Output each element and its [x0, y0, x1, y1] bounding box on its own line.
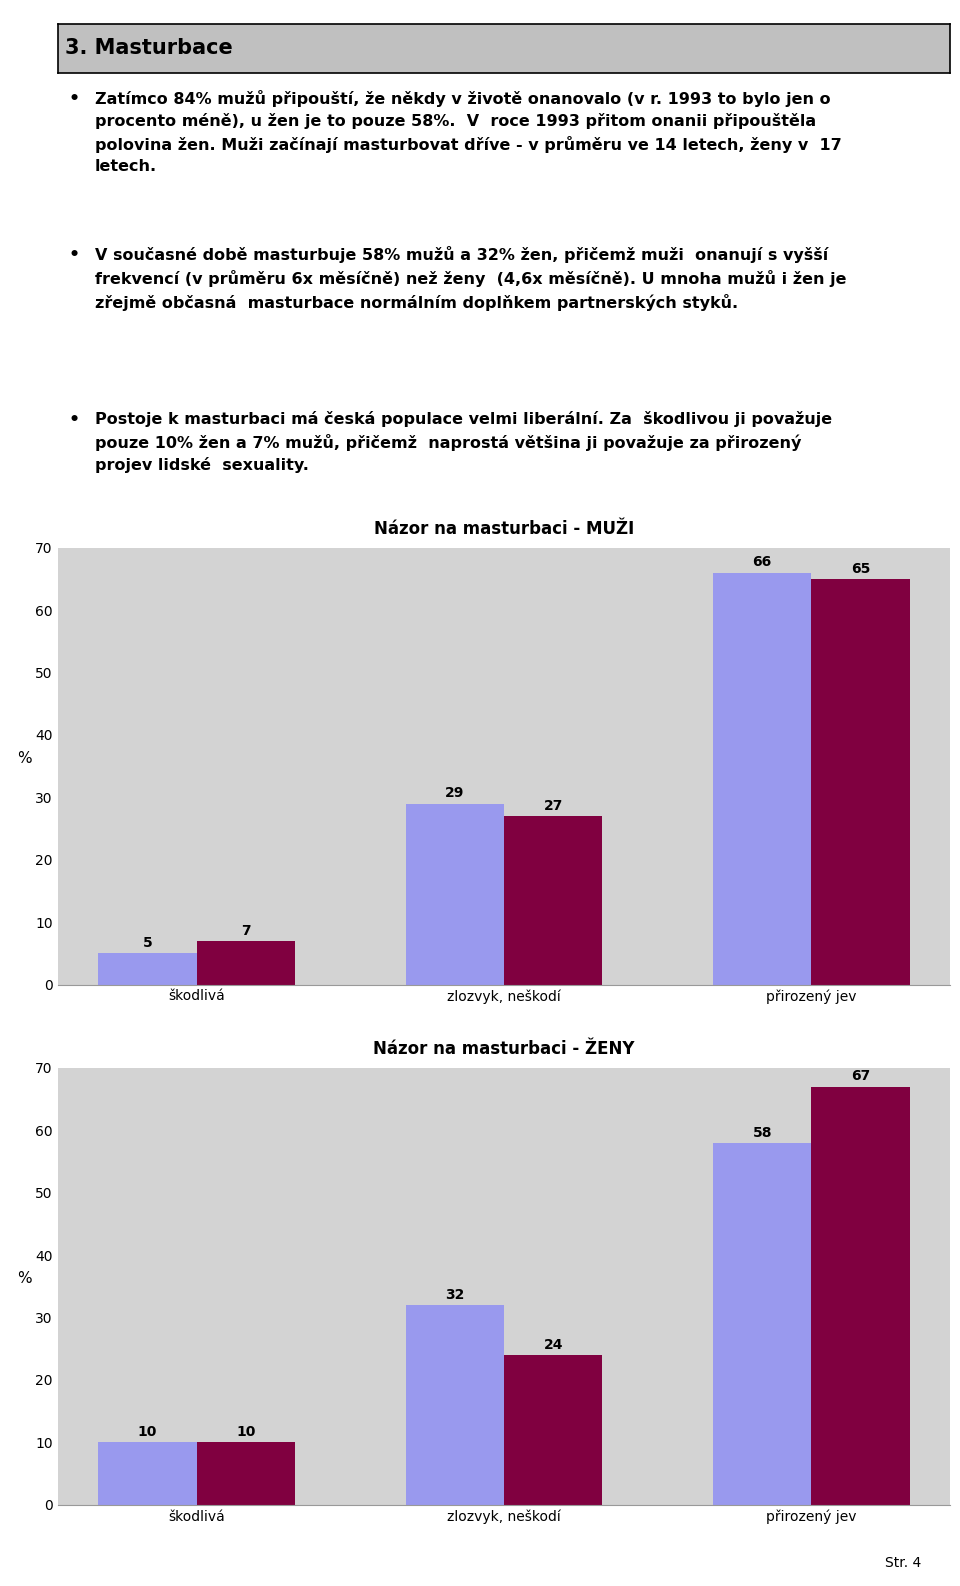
Text: 32: 32 [445, 1288, 465, 1302]
Text: 24: 24 [543, 1339, 563, 1351]
Bar [406, 1305, 504, 1505]
Bar [713, 1142, 811, 1505]
Text: 10: 10 [137, 1426, 157, 1439]
Bar [98, 1442, 197, 1505]
Text: Postoje k masturbaci má česká populace velmi liberální. Za  škodlivou ji považuj: Postoje k masturbaci má česká populace v… [95, 411, 832, 473]
Text: 7: 7 [241, 923, 251, 937]
Text: •: • [68, 411, 80, 428]
Bar [811, 579, 910, 985]
Text: •: • [68, 246, 80, 263]
Y-axis label: %: % [16, 1272, 32, 1286]
Text: Str. 4: Str. 4 [885, 1556, 922, 1570]
Y-axis label: %: % [16, 752, 32, 766]
Text: 58: 58 [753, 1126, 772, 1140]
Bar [406, 804, 504, 985]
Title: Názor na masturbaci - ŽENY: Názor na masturbaci - ŽENY [373, 1040, 635, 1058]
Text: 29: 29 [445, 787, 465, 801]
Text: 27: 27 [543, 799, 563, 814]
Text: 65: 65 [851, 561, 871, 576]
Text: Zatímco 84% mužů připouští, že někdy v životě onanovalo (v r. 1993 to bylo jen o: Zatímco 84% mužů připouští, že někdy v ž… [95, 90, 842, 174]
Text: 10: 10 [236, 1426, 255, 1439]
Text: 67: 67 [851, 1069, 871, 1083]
Text: V současné době masturbuje 58% mužů a 32% žen, přičemž muži  onanují s vyšší
fre: V současné době masturbuje 58% mužů a 32… [95, 246, 847, 311]
Text: 66: 66 [753, 555, 772, 569]
Title: Názor na masturbaci - MUŽI: Názor na masturbaci - MUŽI [373, 520, 635, 538]
Bar [197, 1442, 295, 1505]
Bar [811, 1086, 910, 1505]
Bar [713, 573, 811, 985]
Text: 3. Masturbace: 3. Masturbace [64, 38, 232, 59]
Text: 5: 5 [142, 936, 153, 950]
Bar [504, 817, 602, 985]
Bar [98, 953, 197, 985]
Bar [504, 1354, 602, 1505]
Bar [197, 940, 295, 985]
Text: •: • [68, 90, 80, 108]
